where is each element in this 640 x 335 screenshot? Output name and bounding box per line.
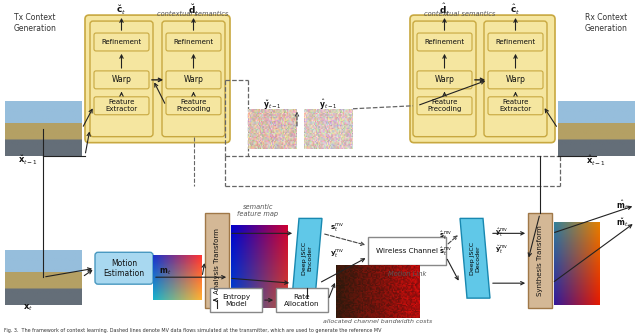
Text: Entropy
Model: Entropy Model [222, 293, 250, 307]
Text: $\mathbf{m}_t$: $\mathbf{m}_t$ [159, 267, 171, 277]
Text: $\hat{\mathbf{d}}_t$: $\hat{\mathbf{d}}_t$ [439, 2, 450, 18]
FancyBboxPatch shape [417, 33, 472, 51]
Text: contextual semantics: contextual semantics [157, 11, 228, 17]
Text: contextual semantics: contextual semantics [424, 11, 496, 17]
Text: $\breve{\mathbf{x}}_{t-1}$: $\breve{\mathbf{x}}_{t-1}$ [18, 154, 38, 167]
Bar [210, 288, 262, 312]
Text: Feature
Precoding: Feature Precoding [176, 99, 211, 112]
FancyBboxPatch shape [484, 21, 547, 137]
Text: Feature
Extractor: Feature Extractor [106, 99, 138, 112]
Text: Refinement: Refinement [495, 39, 536, 45]
Text: $\breve{\mathbf{y}}_{t-1}$: $\breve{\mathbf{y}}_{t-1}$ [262, 98, 282, 112]
Text: Feature
Precoding: Feature Precoding [428, 99, 461, 112]
Text: allocated channel bandwidth costs: allocated channel bandwidth costs [323, 319, 433, 324]
FancyBboxPatch shape [166, 71, 221, 89]
FancyBboxPatch shape [413, 21, 476, 137]
Bar [368, 237, 446, 265]
FancyBboxPatch shape [166, 33, 221, 51]
Text: $\breve{\mathbf{c}}_t$: $\breve{\mathbf{c}}_t$ [116, 4, 127, 17]
Text: Motion Link: Motion Link [388, 271, 426, 277]
Text: $\breve{\mathbf{y}}_t^{\mathrm{mv}}$: $\breve{\mathbf{y}}_t^{\mathrm{mv}}$ [495, 244, 509, 256]
Text: $\hat{\mathbf{s}}_t^{\mathrm{mv}}$: $\hat{\mathbf{s}}_t^{\mathrm{mv}}$ [439, 246, 452, 258]
Text: Rate
Allocation: Rate Allocation [284, 293, 320, 307]
FancyBboxPatch shape [488, 97, 543, 115]
FancyBboxPatch shape [417, 71, 472, 89]
FancyBboxPatch shape [95, 252, 153, 284]
Text: Warp: Warp [184, 75, 204, 84]
Text: $\mathbf{x}_t$: $\mathbf{x}_t$ [23, 303, 33, 313]
Bar [276, 288, 328, 312]
Text: Deep JSCC
Decoder: Deep JSCC Decoder [470, 242, 481, 275]
Text: Refinement: Refinement [101, 39, 141, 45]
Text: Refinement: Refinement [173, 39, 214, 45]
Text: Fig. 3.  The framework of context learning. Dashed lines denote MV data flows si: Fig. 3. The framework of context learnin… [4, 328, 381, 333]
Text: Synthesis Transform: Synthesis Transform [537, 225, 543, 296]
FancyBboxPatch shape [94, 71, 149, 89]
Text: Tx Context
Generation: Tx Context Generation [13, 13, 56, 33]
Text: $\hat{\mathbf{s}}_t^{\mathrm{mv}}$: $\hat{\mathbf{s}}_t^{\mathrm{mv}}$ [439, 229, 452, 242]
FancyBboxPatch shape [90, 21, 153, 137]
Text: Warp: Warp [506, 75, 525, 84]
Text: Wireless Channel: Wireless Channel [376, 248, 438, 254]
Text: $\hat{\mathbf{y}}_{t-1}$: $\hat{\mathbf{y}}_{t-1}$ [319, 97, 337, 112]
Bar [528, 213, 552, 308]
FancyBboxPatch shape [488, 71, 543, 89]
Text: semantic
feature map: semantic feature map [237, 204, 278, 217]
Bar [205, 213, 229, 308]
FancyBboxPatch shape [410, 15, 555, 143]
Text: Feature
Extractor: Feature Extractor [499, 99, 532, 112]
Text: $\hat{\mathbf{x}}_{t-1}$: $\hat{\mathbf{x}}_{t-1}$ [586, 153, 606, 168]
Text: $\hat{\mathbf{m}}_t$: $\hat{\mathbf{m}}_t$ [616, 198, 628, 212]
FancyBboxPatch shape [162, 21, 225, 137]
Text: $\mathbf{s}_t^{\mathrm{mv}}$: $\mathbf{s}_t^{\mathrm{mv}}$ [330, 222, 344, 234]
Text: Warp: Warp [111, 75, 131, 84]
Text: $\hat{\mathbf{c}}_t$: $\hat{\mathbf{c}}_t$ [511, 3, 520, 17]
Text: $\breve{\mathbf{m}}_t$: $\breve{\mathbf{m}}_t$ [616, 216, 628, 229]
Text: Motion
Estimation: Motion Estimation [104, 259, 145, 278]
Text: Warp: Warp [435, 75, 454, 84]
Text: Analysis Transform: Analysis Transform [214, 228, 220, 294]
Polygon shape [292, 218, 322, 298]
FancyBboxPatch shape [166, 97, 221, 115]
Text: Deep JSCC
Encoder: Deep JSCC Encoder [301, 242, 312, 275]
Text: Refinement: Refinement [424, 39, 465, 45]
FancyBboxPatch shape [417, 97, 472, 115]
Text: $\mathbf{y}_t^{\mathrm{mv}}$: $\mathbf{y}_t^{\mathrm{mv}}$ [330, 248, 344, 260]
Text: Rx Context
Generation: Rx Context Generation [584, 13, 627, 33]
Text: $\breve{\mathbf{d}}_t$: $\breve{\mathbf{d}}_t$ [188, 3, 199, 18]
FancyBboxPatch shape [85, 15, 230, 143]
FancyBboxPatch shape [94, 33, 149, 51]
Text: $\hat{\mathbf{y}}_t^{\mathrm{mv}}$: $\hat{\mathbf{y}}_t^{\mathrm{mv}}$ [495, 226, 509, 239]
FancyBboxPatch shape [94, 97, 149, 115]
FancyBboxPatch shape [488, 33, 543, 51]
Polygon shape [460, 218, 490, 298]
